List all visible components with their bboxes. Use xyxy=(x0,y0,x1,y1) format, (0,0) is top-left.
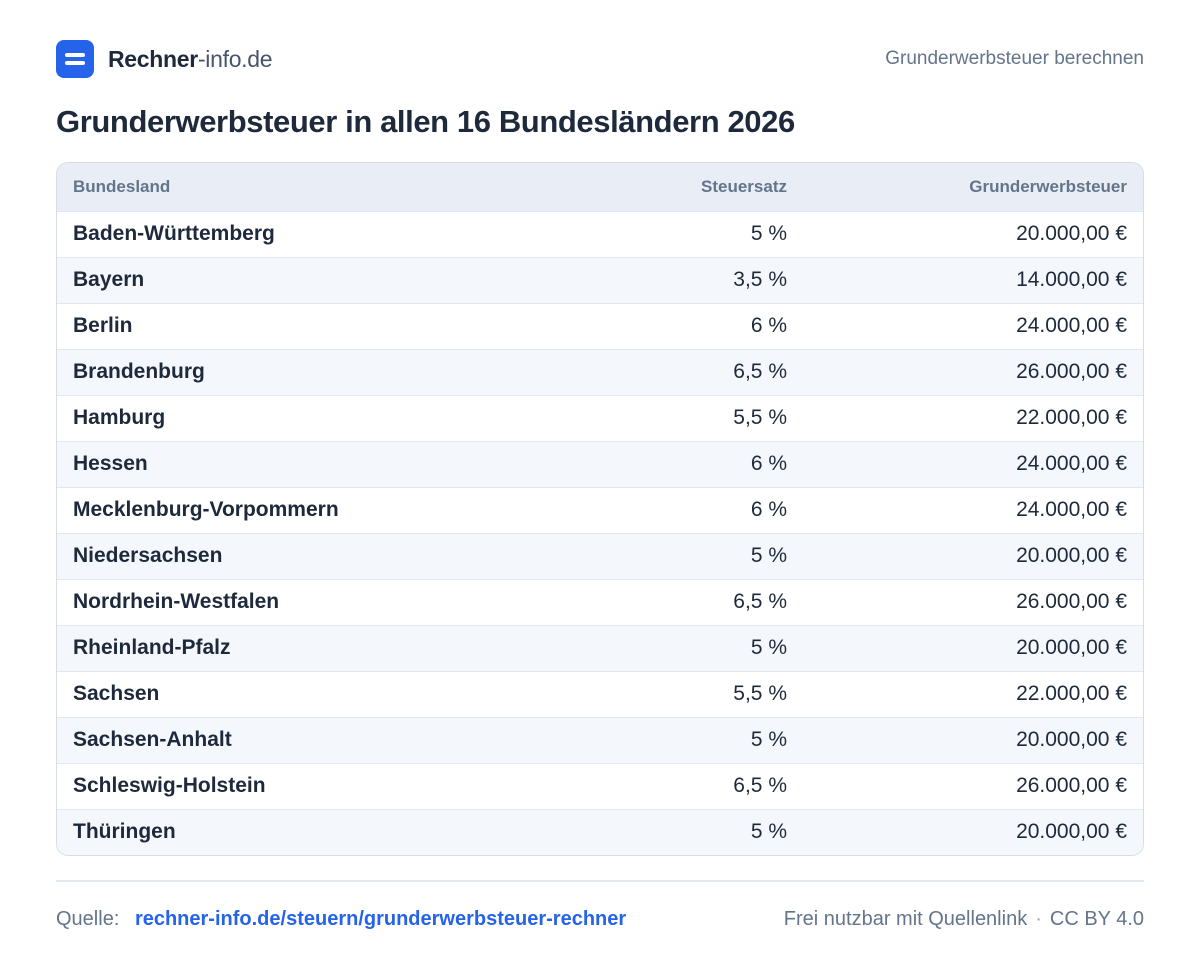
tax-table-container: Bundesland Steuersatz Grunderwerbsteuer … xyxy=(56,162,1144,856)
footer-source: Quelle: rechner-info.de/steuern/grunderw… xyxy=(56,908,626,931)
cell-grunderwerbsteuer: 14.000,00 € xyxy=(1016,268,1127,291)
top-bar: Rechner-info.de Grunderwerbsteuer berech… xyxy=(56,40,1144,78)
table-row: Baden-Württemberg 5 % 20.000,00 € xyxy=(57,211,1143,257)
cell-bundesland: Niedersachsen xyxy=(73,544,223,567)
tax-table: Bundesland Steuersatz Grunderwerbsteuer … xyxy=(57,163,1143,855)
cell-grunderwerbsteuer: 24.000,00 € xyxy=(1016,498,1127,521)
cell-bundesland: Mecklenburg-Vorpommern xyxy=(73,498,339,521)
brand[interactable]: Rechner-info.de xyxy=(56,40,273,78)
table-row: Hessen 6 % 24.000,00 € xyxy=(57,441,1143,487)
cell-grunderwerbsteuer: 20.000,00 € xyxy=(1016,222,1127,245)
table-row: Thüringen 5 % 20.000,00 € xyxy=(57,809,1143,855)
cell-steuersatz: 5 % xyxy=(750,820,787,844)
cell-bundesland: Nordrhein-Westfalen xyxy=(73,590,280,613)
footer: Quelle: rechner-info.de/steuern/grunderw… xyxy=(56,904,1144,934)
cell-bundesland: Thüringen xyxy=(73,820,176,844)
cell-bundesland: Rheinland-Pfalz xyxy=(73,636,231,659)
cell-grunderwerbsteuer: 22.000,00 € xyxy=(1016,406,1127,429)
table-header-row: Bundesland Steuersatz Grunderwerbsteuer xyxy=(57,163,1143,211)
cell-grunderwerbsteuer: 26.000,00 € xyxy=(1016,774,1127,797)
brand-name-light: -info.de xyxy=(197,45,273,72)
table-row: Rheinland-Pfalz 5 % 20.000,00 € xyxy=(57,625,1143,671)
column-header-grunderwerbsteuer: Grunderwerbsteuer xyxy=(969,176,1127,196)
cell-bundesland: Bayern xyxy=(73,268,145,291)
cell-bundesland: Hessen xyxy=(73,452,148,475)
column-header-steuersatz: Steuersatz xyxy=(701,176,787,196)
column-header-bundesland: Bundesland xyxy=(73,176,171,196)
table-row: Berlin 6 % 24.000,00 € xyxy=(57,303,1143,349)
cell-steuersatz: 6 % xyxy=(750,452,787,475)
cell-steuersatz: 6,5 % xyxy=(733,774,787,797)
nav-link-calculator[interactable]: Grunderwerbsteuer berechnen xyxy=(885,48,1144,69)
cell-grunderwerbsteuer: 22.000,00 € xyxy=(1016,682,1127,705)
table-header: Bundesland Steuersatz Grunderwerbsteuer xyxy=(57,163,1143,211)
table-row: Bayern 3,5 % 14.000,00 € xyxy=(57,257,1143,303)
cell-bundesland: Hamburg xyxy=(73,406,166,429)
cell-grunderwerbsteuer: 24.000,00 € xyxy=(1016,452,1127,475)
footer-separator: · xyxy=(1035,907,1042,930)
cell-steuersatz: 5 % xyxy=(750,222,787,245)
cell-grunderwerbsteuer: 20.000,00 € xyxy=(1016,820,1127,844)
footer-license: Frei nutzbar mit Quellenlink · CC BY 4.0 xyxy=(784,908,1144,931)
cell-steuersatz: 5 % xyxy=(750,544,787,567)
cell-bundesland: Baden-Württemberg xyxy=(73,222,275,245)
brand-name: Rechner-info.de xyxy=(108,45,273,73)
cell-steuersatz: 5 % xyxy=(750,636,787,659)
cell-grunderwerbsteuer: 26.000,00 € xyxy=(1016,590,1127,613)
cell-bundesland: Sachsen xyxy=(73,682,160,705)
equals-icon xyxy=(56,40,94,78)
brand-name-strong: Rechner xyxy=(108,45,198,72)
table-body: Baden-Württemberg 5 % 20.000,00 € Bayern 3,5… xyxy=(57,211,1143,855)
table-row: Nordrhein-Westfalen 6,5 % 26.000,00 € xyxy=(57,579,1143,625)
cell-steuersatz: 5 % xyxy=(750,728,787,751)
license-name: CC BY 4.0 xyxy=(1049,907,1144,930)
cell-bundesland: Schleswig-Holstein xyxy=(73,774,266,797)
cell-grunderwerbsteuer: 24.000,00 € xyxy=(1016,314,1127,337)
cell-steuersatz: 6 % xyxy=(750,314,787,337)
table-row: Sachsen 5,5 % 22.000,00 € xyxy=(57,671,1143,717)
cell-grunderwerbsteuer: 20.000,00 € xyxy=(1016,544,1127,567)
cell-bundesland: Brandenburg xyxy=(73,360,205,383)
cell-steuersatz: 5,5 % xyxy=(733,682,787,705)
cell-steuersatz: 6 % xyxy=(750,498,787,521)
source-link[interactable]: rechner-info.de/steuern/grunderwerbsteue… xyxy=(134,907,627,930)
cell-steuersatz: 5,5 % xyxy=(733,406,787,429)
cell-bundesland: Berlin xyxy=(73,314,133,337)
table-row: Niedersachsen 5 % 20.000,00 € xyxy=(57,533,1143,579)
source-label: Quelle: xyxy=(56,907,120,930)
table-row: Brandenburg 6,5 % 26.000,00 € xyxy=(57,349,1143,395)
license-text: Frei nutzbar mit Quellenlink xyxy=(783,907,1028,930)
cell-bundesland: Sachsen-Anhalt xyxy=(73,728,232,751)
page-title: Grunderwerbsteuer in allen 16 Bundesländ… xyxy=(56,104,795,139)
footer-divider xyxy=(56,880,1144,882)
cell-grunderwerbsteuer: 26.000,00 € xyxy=(1016,360,1127,383)
cell-steuersatz: 6,5 % xyxy=(733,360,787,383)
table-row: Mecklenburg-Vorpommern 6 % 24.000,00 € xyxy=(57,487,1143,533)
table-row: Schleswig-Holstein 6,5 % 26.000,00 € xyxy=(57,763,1143,809)
cell-grunderwerbsteuer: 20.000,00 € xyxy=(1016,636,1127,659)
cell-steuersatz: 6,5 % xyxy=(733,590,787,613)
table-row: Sachsen-Anhalt 5 % 20.000,00 € xyxy=(57,717,1143,763)
cell-steuersatz: 3,5 % xyxy=(733,268,787,291)
cell-grunderwerbsteuer: 20.000,00 € xyxy=(1016,728,1127,751)
table-row: Hamburg 5,5 % 22.000,00 € xyxy=(57,395,1143,441)
